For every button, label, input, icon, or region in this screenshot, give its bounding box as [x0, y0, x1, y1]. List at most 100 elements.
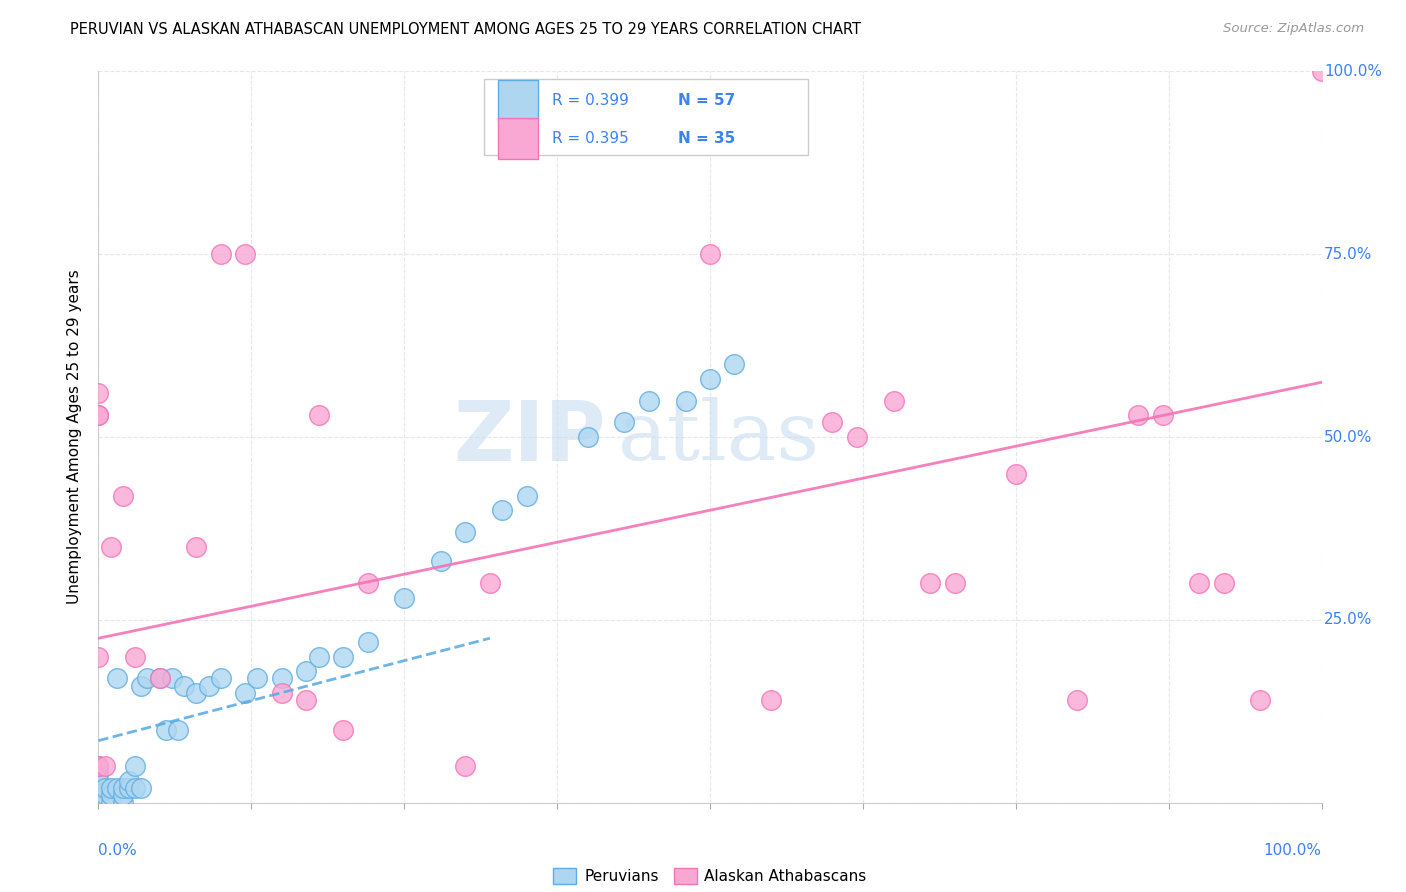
- Point: [87, 759, 110, 773]
- Point: [111, 489, 134, 503]
- Point: [87, 796, 110, 810]
- Point: [1188, 576, 1211, 591]
- Point: [1066, 693, 1088, 707]
- Point: [1249, 693, 1271, 707]
- Point: [129, 679, 152, 693]
- Point: [209, 247, 232, 261]
- Point: [118, 773, 141, 788]
- Point: [1128, 408, 1150, 422]
- Point: [160, 672, 183, 686]
- Point: [454, 759, 477, 773]
- Point: [105, 781, 128, 796]
- Point: [100, 789, 122, 803]
- Point: [454, 525, 477, 540]
- Point: [197, 679, 219, 693]
- Point: [233, 247, 256, 261]
- Text: PERUVIAN VS ALASKAN ATHABASCAN UNEMPLOYMENT AMONG AGES 25 TO 29 YEARS CORRELATIO: PERUVIAN VS ALASKAN ATHABASCAN UNEMPLOYM…: [70, 22, 862, 37]
- Point: [356, 635, 378, 649]
- Point: [173, 679, 195, 693]
- FancyBboxPatch shape: [484, 78, 808, 155]
- Point: [100, 781, 122, 796]
- Point: [87, 789, 110, 803]
- Text: Source: ZipAtlas.com: Source: ZipAtlas.com: [1223, 22, 1364, 36]
- Point: [920, 576, 942, 591]
- Point: [233, 686, 256, 700]
- Point: [87, 796, 110, 810]
- Point: [332, 723, 354, 737]
- Point: [1004, 467, 1026, 481]
- Point: [87, 759, 110, 773]
- Text: atlas: atlas: [619, 397, 821, 477]
- Point: [87, 792, 110, 806]
- Point: [295, 664, 318, 678]
- Point: [270, 686, 294, 700]
- Point: [332, 649, 354, 664]
- Point: [124, 781, 146, 796]
- Point: [167, 723, 190, 737]
- Point: [515, 489, 537, 503]
- FancyBboxPatch shape: [498, 119, 537, 159]
- Legend: Peruvians, Alaskan Athabascans: Peruvians, Alaskan Athabascans: [547, 862, 873, 890]
- Point: [295, 693, 318, 707]
- Point: [392, 591, 416, 605]
- Point: [93, 781, 115, 796]
- Point: [186, 540, 208, 554]
- FancyBboxPatch shape: [498, 80, 537, 120]
- Point: [1212, 576, 1234, 591]
- Point: [845, 430, 868, 444]
- Point: [87, 796, 110, 810]
- Point: [699, 247, 721, 261]
- Point: [308, 408, 330, 422]
- Point: [111, 796, 134, 810]
- Point: [149, 672, 172, 686]
- Point: [124, 759, 146, 773]
- Point: [637, 393, 661, 408]
- Point: [100, 796, 122, 810]
- Point: [87, 796, 110, 810]
- Point: [111, 789, 134, 803]
- Point: [883, 393, 905, 408]
- Y-axis label: Unemployment Among Ages 25 to 29 years: Unemployment Among Ages 25 to 29 years: [67, 269, 83, 605]
- Point: [129, 781, 152, 796]
- Text: ZIP: ZIP: [454, 397, 606, 477]
- Point: [93, 796, 115, 810]
- Point: [478, 576, 501, 591]
- Point: [699, 371, 721, 385]
- Point: [87, 386, 110, 401]
- Point: [1310, 64, 1333, 78]
- Point: [118, 781, 141, 796]
- Point: [943, 576, 966, 591]
- Point: [105, 672, 128, 686]
- Point: [155, 723, 177, 737]
- Point: [761, 693, 783, 707]
- Text: 50.0%: 50.0%: [1324, 430, 1372, 444]
- Point: [93, 789, 115, 803]
- Point: [209, 672, 232, 686]
- Point: [821, 416, 844, 430]
- Point: [270, 672, 294, 686]
- Point: [87, 781, 110, 796]
- Text: 100.0%: 100.0%: [1264, 843, 1322, 858]
- Text: N = 57: N = 57: [678, 93, 735, 108]
- Text: 100.0%: 100.0%: [1324, 64, 1382, 78]
- Point: [100, 540, 122, 554]
- Point: [87, 649, 110, 664]
- Point: [723, 357, 745, 371]
- Point: [87, 781, 110, 796]
- Point: [87, 408, 110, 422]
- Point: [430, 554, 453, 568]
- Text: R = 0.399: R = 0.399: [553, 93, 628, 108]
- Point: [93, 759, 115, 773]
- Point: [149, 672, 172, 686]
- Point: [491, 503, 513, 517]
- Point: [246, 672, 269, 686]
- Point: [124, 649, 146, 664]
- Text: 25.0%: 25.0%: [1324, 613, 1372, 627]
- Point: [613, 416, 636, 430]
- Point: [356, 576, 378, 591]
- Point: [87, 796, 110, 810]
- Text: N = 35: N = 35: [678, 131, 735, 146]
- Point: [308, 649, 330, 664]
- Point: [1152, 408, 1174, 422]
- Point: [87, 408, 110, 422]
